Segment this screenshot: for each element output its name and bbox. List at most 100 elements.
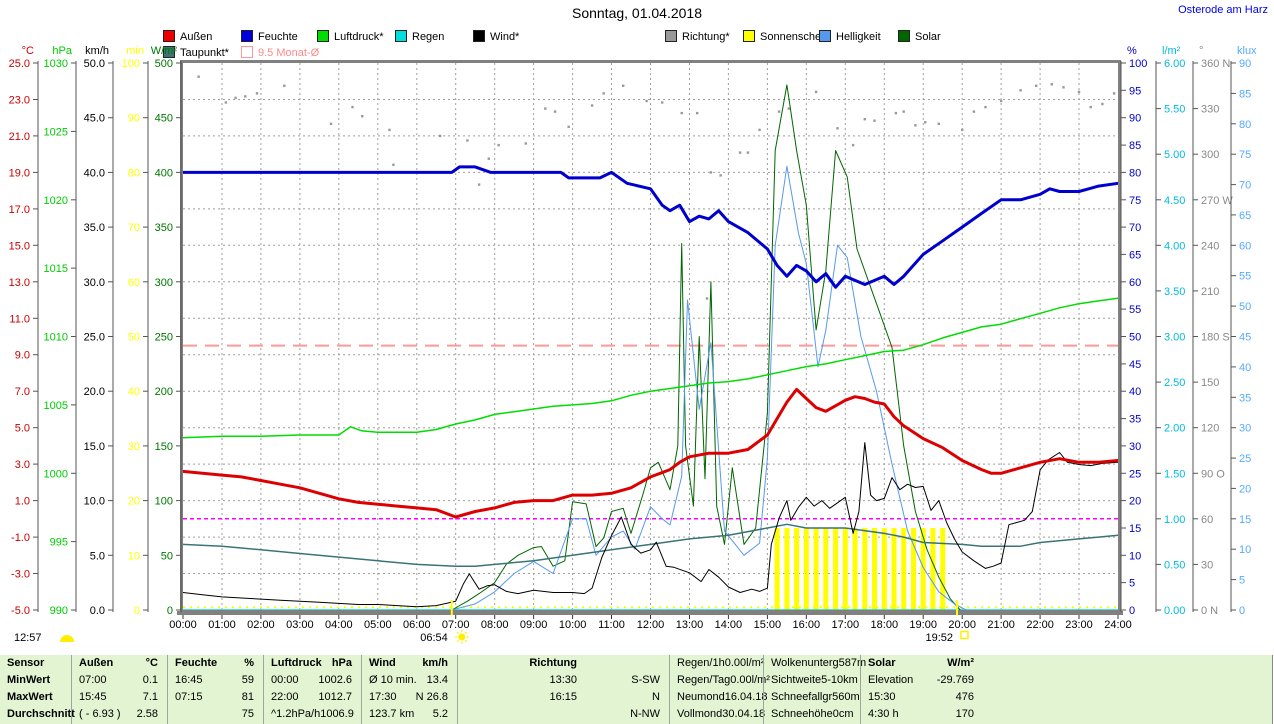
stats-cell-label: ^1.2hPa/h <box>271 708 321 720</box>
legend-item-feuchte: Feuchte <box>241 30 298 43</box>
axis-tick-label: 100 <box>122 58 140 70</box>
hour-label: 08:00 <box>481 619 509 631</box>
axis-tick-label: 20.0 <box>84 386 105 398</box>
stats-cell-value: 0.00l/m² <box>724 657 765 669</box>
axis-tick-label: 25 <box>1129 468 1141 480</box>
sun-ray <box>464 631 468 635</box>
series-wind <box>182 442 1119 608</box>
legend-item-9-5-monat: 9.5 Monat-Ø <box>241 46 319 59</box>
axis-tick-label: 55 <box>1129 304 1141 316</box>
axis-tick-label: 2.00 <box>1164 423 1185 435</box>
axis-tick-label: 1010 <box>44 332 68 344</box>
stats-header-row: Wind km/h <box>362 655 457 672</box>
point-richtung <box>1050 83 1053 86</box>
stats-header-row: Regen/1h 0.00l/m² <box>670 655 765 672</box>
stats-row: Ø 10 min. 13.4 <box>362 672 457 689</box>
legend-swatch-sonnenschein <box>743 30 755 42</box>
station-name: Osterode am Harz <box>1178 4 1268 16</box>
axis-tick-label: 5 <box>1129 578 1135 590</box>
axis-tick-label: 70 <box>1239 180 1251 192</box>
axis-tick-label: 80 <box>1239 119 1251 131</box>
bar-sonnenschein <box>901 528 907 610</box>
bar-sonnenschein <box>911 528 916 610</box>
stats-cell-value: °C <box>145 657 158 669</box>
hour-label: 03:00 <box>286 619 314 631</box>
axis-tick-label: 0.00 <box>1164 605 1185 617</box>
stats-row: 15:30 476 <box>861 689 1272 706</box>
legend-swatch-taupunkt <box>163 46 175 58</box>
axis-tick-label: 5.0 <box>90 550 105 562</box>
point-richtung <box>438 134 442 138</box>
stats-cell-label: Ø 10 min. <box>369 674 417 686</box>
legend-swatch-solar <box>898 30 910 42</box>
stats-cell-label: 16:45 <box>175 674 203 686</box>
stats-cell-value: km/h <box>422 657 448 669</box>
time-axis: 00:00 01:00 02:00 03:00 04:00 05:00 06:00 07:00… <box>169 615 1132 631</box>
axis-tick-label: 400 <box>155 167 173 179</box>
legend-swatch-wind <box>473 30 485 42</box>
sun-ray <box>464 639 468 643</box>
point-richtung <box>255 92 259 95</box>
axis-tick-label: 45.0 <box>84 113 105 125</box>
axis-tick-label: 0 <box>167 605 173 617</box>
point-richtung <box>487 157 490 160</box>
stats-header-row: Richtung <box>458 655 669 672</box>
stats-cell-label: Schneefallgr <box>771 691 833 703</box>
axis-tick-label: 9.0 <box>15 350 30 362</box>
legend-label: Taupunkt* <box>180 47 229 59</box>
axis-tick-label: 10 <box>1129 550 1141 562</box>
axis-tick-label: 240 <box>1201 240 1219 252</box>
moonrise-time: 12:57 <box>14 632 42 644</box>
stats-cell-label: Vollmond <box>677 708 723 720</box>
value-axes: -5.0 -3.0 -1.0 1.0 3.0 5.0 7.0 9.0 11.0 13.0 15.0 1… <box>9 45 1257 617</box>
axis-tick-label: 1005 <box>44 400 68 412</box>
stats-cell-value: 16.04.18 <box>724 691 768 703</box>
axis-tick-label: 50 <box>1239 301 1251 313</box>
sun-ray <box>456 631 459 635</box>
hour-label: 05:00 <box>364 619 392 631</box>
point-richtung <box>602 92 605 95</box>
stats-row: Schneefallgr 560m <box>764 689 860 706</box>
axis-tick-label: 90 <box>128 113 140 125</box>
axis-tick-label: 35 <box>1129 414 1141 426</box>
stats-cell-value: W/m² <box>947 657 974 669</box>
point-richtung <box>836 127 839 130</box>
axis-tick-label: 80 <box>1129 167 1141 179</box>
stats-cell-label: 00:00 <box>271 674 299 686</box>
stats-row: 15:45 7.1 <box>72 689 167 706</box>
reference-lines <box>183 344 1118 609</box>
axis-tick-label: 35 <box>1239 392 1251 404</box>
legend-label: 9.5 Monat-Ø <box>258 47 320 59</box>
axis-tick-label: 10 <box>1239 544 1251 556</box>
point-richtung <box>999 99 1003 103</box>
axis-tick-label: 0.50 <box>1164 559 1185 571</box>
hour-label: 11:00 <box>598 619 625 631</box>
sunrise-sun-icon <box>458 633 466 641</box>
point-richtung <box>477 183 481 186</box>
axis-tick-label: 300 <box>155 277 173 289</box>
axis-tick-label: 80 <box>128 167 140 179</box>
axis-unit-label: ° <box>1199 45 1203 57</box>
stats-cell-value: % <box>244 657 254 669</box>
hour-label: 23:00 <box>1065 619 1093 631</box>
stats-cell-label: Schneehöhe <box>771 708 833 720</box>
point-richtung <box>787 107 790 110</box>
point-richtung <box>466 139 469 142</box>
hour-label: 09:00 <box>520 619 548 631</box>
legend-label: Feuchte <box>258 31 298 43</box>
point-richtung <box>746 151 750 154</box>
hour-label: 15:00 <box>754 619 782 631</box>
axis-tick-label: 1015 <box>44 263 68 275</box>
axis-tick-label: 15 <box>1239 514 1251 526</box>
stats-cell-label: Feuchte <box>175 657 218 669</box>
axis-tick-label: 0 <box>1129 605 1135 617</box>
series-helligkeit <box>451 165 967 611</box>
stats-header-row: Luftdruck hPa <box>264 655 361 672</box>
axis-tick-label: 40 <box>1129 386 1141 398</box>
point-richtung <box>709 171 713 174</box>
stats-cell-value: 0cm <box>832 708 854 720</box>
axis-tick-label: 40 <box>1239 362 1251 374</box>
axis-tick-label: 60 <box>1239 240 1251 252</box>
stats-cell-label: 07:00 <box>79 674 107 686</box>
legend-item-wind: Wind* <box>473 30 519 43</box>
